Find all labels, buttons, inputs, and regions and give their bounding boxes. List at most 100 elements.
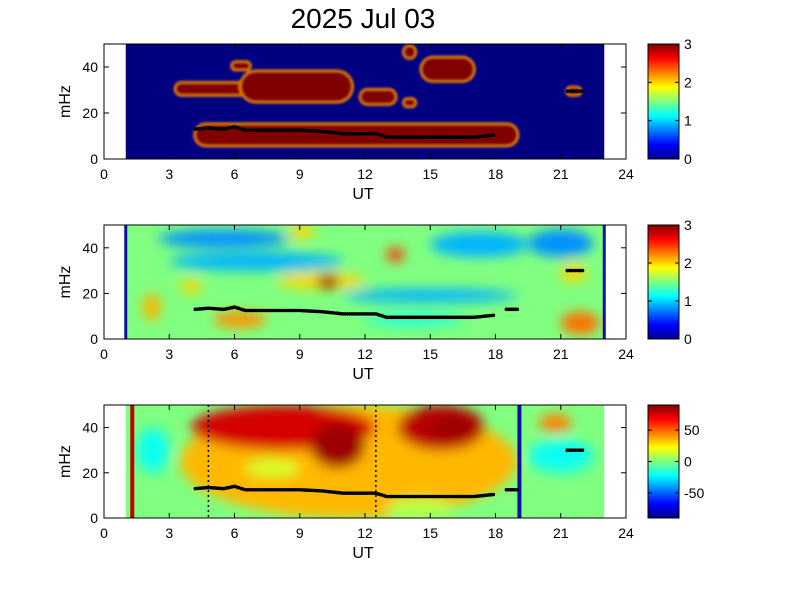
- x-tick-label: 6: [231, 166, 239, 182]
- heatmap-patch: [245, 459, 300, 478]
- ridge-point: [580, 268, 585, 273]
- x-tick-label: 21: [553, 525, 569, 541]
- x-axis-label: UT: [352, 366, 374, 383]
- x-tick-label: 0: [100, 346, 108, 362]
- chart-title: 2025 Jul 03: [291, 3, 436, 34]
- ridge-point: [565, 268, 570, 273]
- heatmap-patch: [288, 225, 315, 239]
- x-tick-label: 0: [100, 166, 108, 182]
- x-tick-label: 3: [165, 525, 173, 541]
- colorbar: [647, 224, 680, 340]
- heatmap-patch: [430, 231, 529, 257]
- x-tick-label: 3: [165, 346, 173, 362]
- ridge-point: [565, 448, 570, 453]
- x-tick-label: 6: [231, 346, 239, 362]
- x-tick-label: 3: [165, 166, 173, 182]
- heatmap-patch: [528, 438, 594, 473]
- x-tick-label: 12: [357, 346, 373, 362]
- heatmap-patch: [430, 416, 474, 439]
- ridge-point: [578, 89, 582, 93]
- ridge-point: [575, 89, 580, 93]
- ridge-point: [570, 268, 575, 273]
- heatmap-patch: [539, 414, 572, 433]
- colorbar-tick-label: 50: [684, 422, 700, 438]
- x-axis-label: UT: [352, 186, 374, 203]
- ridge-point: [568, 89, 572, 93]
- colorbar: [647, 43, 680, 160]
- heatmap-patch: [560, 311, 600, 335]
- colorbar-tick-label: 3: [684, 217, 692, 233]
- y-axis-label: mHz: [57, 266, 74, 299]
- x-tick-label: 6: [231, 525, 239, 541]
- heatmap-patch: [175, 83, 252, 95]
- heatmap-patch: [180, 279, 202, 294]
- heatmap-patch: [386, 497, 452, 518]
- x-tick-label: 18: [488, 166, 504, 182]
- y-tick-label: 0: [90, 151, 98, 167]
- heatmap-patch: [241, 71, 352, 102]
- x-tick-label: 15: [422, 525, 438, 541]
- heatmap-patch: [169, 252, 344, 271]
- heatmap-patch: [404, 46, 416, 58]
- heatmap-patch: [212, 311, 268, 328]
- colorbar-tick-label: 2: [684, 255, 692, 271]
- colorbar-tick-label: 3: [684, 36, 692, 52]
- y-tick-label: 40: [82, 59, 98, 75]
- heatmap-patch: [386, 247, 405, 262]
- heatmap-patch: [136, 427, 170, 473]
- y-tick-label: 20: [82, 105, 98, 121]
- heatmap-patch: [560, 263, 587, 282]
- colorbar-tick-label: 1: [684, 113, 692, 129]
- heatmap-patch: [404, 99, 416, 107]
- x-tick-label: 9: [296, 346, 304, 362]
- ridge-point: [568, 448, 572, 453]
- x-tick-label: 15: [422, 346, 438, 362]
- x-tick-label: 0: [100, 525, 108, 541]
- heatmap-patch: [143, 293, 161, 321]
- ridge-point: [573, 89, 577, 93]
- x-tick-label: 24: [618, 166, 634, 182]
- x-tick-label: 12: [357, 525, 373, 541]
- ridge-point: [573, 268, 577, 273]
- ridge-markers: [193, 89, 585, 139]
- y-axis-label: mHz: [57, 85, 74, 118]
- heatmap-image: [124, 225, 606, 339]
- ridge-point: [515, 487, 520, 492]
- ridge-point: [575, 448, 580, 453]
- x-tick-label: 9: [296, 525, 304, 541]
- ridge-point: [491, 133, 496, 137]
- colorbar: [647, 404, 680, 519]
- ridge-point: [491, 492, 496, 497]
- colorbar-tick-label: 0: [684, 454, 692, 470]
- heatmap-patches: [143, 225, 600, 335]
- heatmap-patch: [528, 229, 594, 257]
- colorbar-tick-label: 0: [684, 151, 692, 167]
- ridge-point: [580, 89, 585, 93]
- y-axis-label: mHz: [57, 445, 74, 478]
- x-tick-label: 18: [488, 525, 504, 541]
- ridge-markers: [193, 448, 585, 499]
- ridge-point: [580, 448, 585, 453]
- y-tick-label: 40: [82, 240, 98, 256]
- heatmap-patch: [360, 90, 396, 104]
- x-axis-label: UT: [352, 545, 374, 562]
- heatmap-patch: [158, 229, 289, 248]
- heatmap-patch: [232, 62, 250, 70]
- panel-bottom: 0 3 6 9 12 15 18 21 24 0 20 40 UT mHz -50 0 50: [57, 404, 704, 562]
- colorbar-tick-label: -50: [684, 485, 704, 501]
- y-tick-label: 20: [82, 465, 98, 481]
- heatmap-patch: [343, 288, 518, 303]
- x-tick-label: 21: [553, 166, 569, 182]
- x-tick-label: 21: [553, 346, 569, 362]
- heatmap-image: [125, 405, 605, 518]
- ridge-point: [575, 268, 580, 273]
- ridge-point: [570, 89, 575, 93]
- colorbar-tick-label: 0: [684, 331, 692, 347]
- x-tick-label: 9: [296, 166, 304, 182]
- ridge-point: [515, 307, 520, 312]
- y-tick-label: 40: [82, 420, 98, 436]
- x-tick-label: 18: [488, 346, 504, 362]
